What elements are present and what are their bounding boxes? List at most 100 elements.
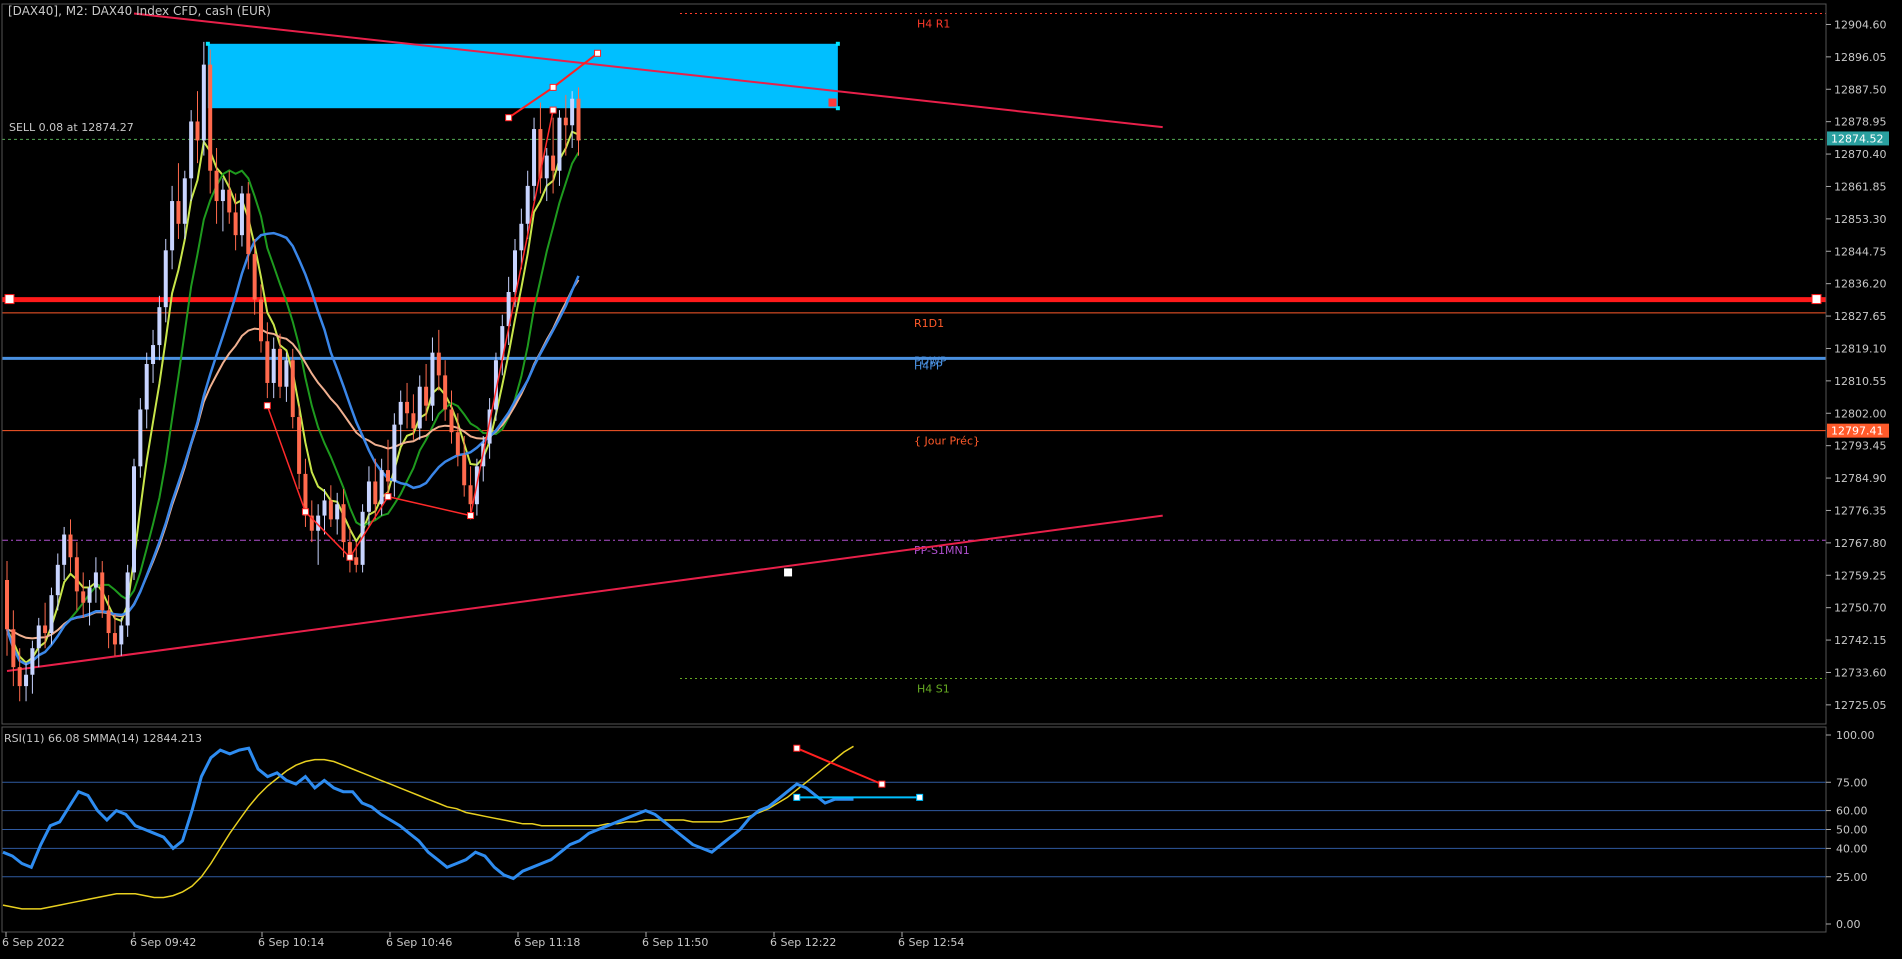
level-label: H4 S1 [917, 683, 950, 696]
candle-body [354, 557, 359, 565]
trendline-handle[interactable] [784, 568, 793, 577]
candle-body [233, 212, 238, 236]
candle-body [284, 360, 289, 387]
candle-body [170, 201, 175, 251]
y-tick-label: 12878.95 [1834, 116, 1887, 129]
rsi-annotation-point[interactable] [916, 793, 924, 801]
candle-body [455, 432, 460, 455]
candle-body [341, 504, 346, 543]
candle-body [322, 500, 327, 516]
zone-handle[interactable] [835, 41, 840, 46]
candle-body [55, 564, 60, 596]
rsi-y-tick-label: 50.00 [1836, 824, 1868, 837]
trendline-handle[interactable] [828, 98, 837, 107]
projection-point[interactable] [549, 83, 557, 91]
zigzag-point[interactable] [263, 402, 271, 410]
symbol-title: [DAX40], M2: DAX40 Index CFD, cash (EUR) [8, 4, 271, 18]
candle-body [119, 625, 124, 645]
zone-rectangle[interactable] [207, 43, 838, 109]
level-handle[interactable] [1811, 294, 1822, 305]
candle-body [68, 534, 73, 558]
candle-body [17, 667, 22, 687]
candle-body [443, 375, 448, 410]
candle-body [309, 515, 314, 531]
trendline[interactable] [6, 514, 1163, 672]
zigzag-point[interactable] [549, 106, 557, 114]
y-tick-label: 12793.45 [1834, 440, 1887, 453]
candle-body [11, 629, 16, 668]
candle-body [112, 633, 117, 645]
y-tick-label: 12887.50 [1834, 83, 1887, 96]
candle-body [93, 572, 98, 588]
candle-body [366, 481, 371, 512]
projection-point[interactable] [594, 49, 602, 57]
candle-body [87, 587, 92, 603]
y-tick-label: 12861.85 [1834, 180, 1887, 193]
candle-body [182, 178, 187, 224]
candle-body [519, 223, 524, 251]
zigzag-point[interactable] [384, 493, 392, 501]
candle-body [373, 481, 378, 505]
rsi-annotation-point[interactable] [793, 793, 801, 801]
rsi-panel[interactable] [2, 744, 1826, 910]
level-label: R1D1 [914, 317, 944, 330]
rsi-annotation-point[interactable] [793, 744, 801, 752]
y-tick-label: 12776.35 [1834, 504, 1887, 517]
candle-body [74, 557, 79, 592]
candle-body [386, 470, 390, 482]
level-handle[interactable] [4, 294, 15, 305]
candle-body [398, 401, 403, 425]
zigzag-line[interactable] [266, 109, 554, 559]
candle-body [81, 591, 86, 603]
zigzag-point[interactable] [301, 508, 309, 516]
candle-body [132, 466, 136, 573]
candle-body [462, 454, 467, 486]
candle-body [163, 250, 168, 308]
x-tick-label: 6 Sep 09:42 [130, 936, 196, 949]
candle-body [195, 121, 200, 141]
x-tick-label: 6 Sep 2022 [2, 936, 65, 949]
candle-body [30, 648, 35, 675]
price-badge-label: 12874.52 [1831, 132, 1884, 145]
trendline[interactable] [133, 12, 1163, 129]
y-tick-label: 12896.05 [1834, 51, 1887, 64]
zone-handle[interactable] [835, 106, 840, 111]
candle-body [411, 413, 416, 429]
candle-body [392, 424, 397, 482]
rsi-annotation-point[interactable] [878, 780, 886, 788]
candle-body [24, 674, 29, 687]
candle-body [449, 409, 454, 433]
candle-body [557, 117, 562, 171]
x-tick-label: 6 Sep 12:54 [898, 936, 964, 949]
zone-handle[interactable] [205, 41, 210, 46]
candle-body [246, 193, 251, 255]
rsi-y-tick-label: 100.00 [1836, 729, 1875, 742]
candle-body [525, 185, 530, 224]
candle-body [532, 129, 537, 186]
candle-body [513, 250, 517, 292]
candle-body [5, 580, 9, 630]
level-label: { Jour Préc} [914, 435, 980, 448]
candle-body [316, 515, 321, 531]
candle-body [100, 572, 105, 611]
candle-body [576, 98, 581, 141]
candle-body [328, 500, 333, 520]
y-tick-label: 12750.70 [1834, 602, 1887, 615]
y-tick-label: 12819.10 [1834, 342, 1887, 355]
candle-body [570, 98, 575, 126]
candle-body [424, 386, 429, 406]
candle-body [335, 504, 340, 520]
projection-point[interactable] [505, 114, 513, 122]
zigzag-point[interactable] [346, 553, 354, 561]
rsi-line [2, 746, 854, 881]
y-tick-label: 12759.25 [1834, 569, 1887, 582]
rsi-annotation-line[interactable] [796, 747, 883, 786]
y-tick-label: 12742.15 [1834, 634, 1887, 647]
y-tick-label: 12827.65 [1834, 310, 1887, 323]
y-tick-label: 12810.55 [1834, 375, 1887, 388]
rsi-title: RSI(11) 66.08 SMMA(14) 12844.213 [4, 732, 202, 745]
zigzag-point[interactable] [467, 512, 475, 520]
